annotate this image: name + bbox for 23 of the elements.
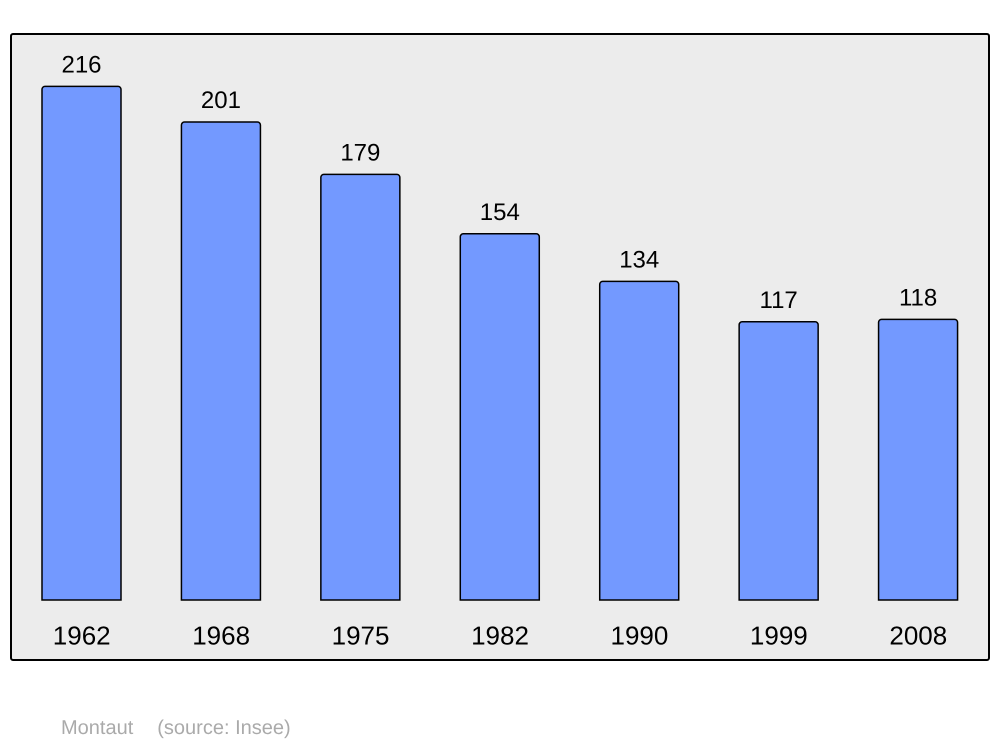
data-label: 134 — [619, 246, 660, 274]
x-tick-label: 1982 — [471, 620, 529, 650]
bar — [878, 318, 958, 601]
bar — [180, 121, 262, 601]
bar — [320, 174, 401, 601]
bar — [460, 233, 540, 601]
data-label: 179 — [340, 139, 380, 166]
data-label: 118 — [898, 284, 938, 312]
x-tick-label: 1990 — [610, 620, 668, 650]
x-tick-label: 1968 — [192, 620, 250, 650]
x-tick-label: 1999 — [750, 620, 808, 650]
data-label: 216 — [61, 51, 102, 78]
x-tick-label: 2008 — [889, 620, 948, 650]
x-tick-label: 1975 — [332, 620, 390, 650]
bar — [738, 321, 819, 601]
bar — [598, 280, 680, 601]
data-label: 201 — [200, 87, 241, 114]
text: Montaut — [61, 717, 134, 740]
text: (source: Insee) — [157, 717, 291, 740]
data-label: 154 — [480, 198, 520, 226]
data-label: 117 — [760, 286, 798, 314]
bar — [41, 86, 122, 601]
x-tick-label: 1962 — [52, 620, 111, 650]
